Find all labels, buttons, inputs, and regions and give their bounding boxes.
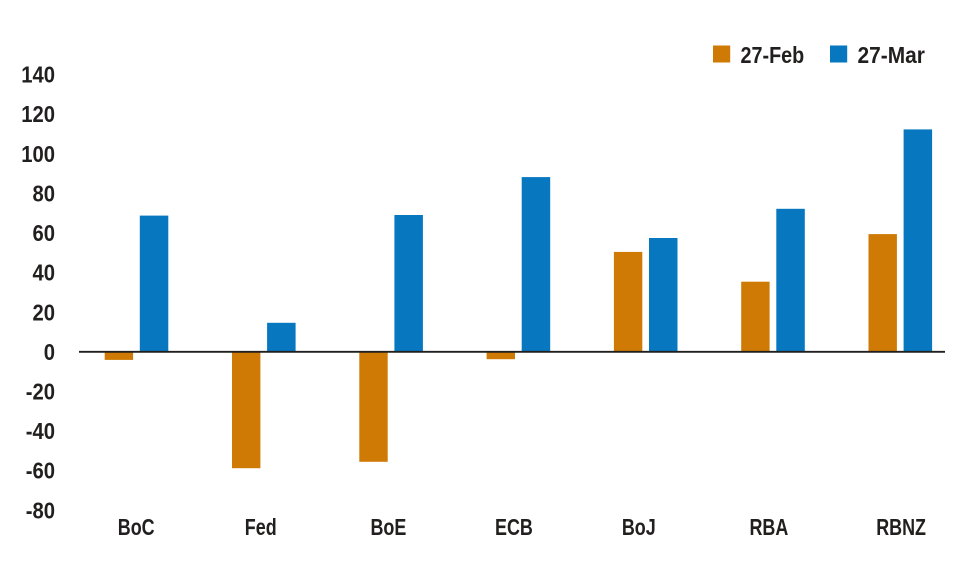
svg-text:-40: -40 bbox=[26, 418, 55, 445]
svg-text:-20: -20 bbox=[26, 378, 55, 405]
svg-text:20: 20 bbox=[32, 299, 55, 326]
svg-text:40: 40 bbox=[32, 259, 55, 286]
svg-text:60: 60 bbox=[32, 220, 55, 247]
svg-text:27-Feb: 27-Feb bbox=[741, 43, 805, 69]
svg-text:BoJ: BoJ bbox=[622, 515, 656, 541]
svg-text:120: 120 bbox=[21, 101, 55, 128]
svg-text:100: 100 bbox=[21, 141, 55, 168]
svg-text:140: 140 bbox=[21, 61, 55, 88]
svg-text:27-Mar: 27-Mar bbox=[858, 42, 926, 68]
svg-text:0: 0 bbox=[44, 339, 55, 366]
svg-text:RBNZ: RBNZ bbox=[876, 515, 926, 541]
svg-text:BoC: BoC bbox=[118, 515, 155, 541]
svg-text:80: 80 bbox=[32, 180, 55, 207]
svg-text:-60: -60 bbox=[26, 457, 55, 484]
svg-text:Fed: Fed bbox=[245, 515, 277, 541]
svg-text:BoE: BoE bbox=[370, 515, 406, 541]
svg-text:ECB: ECB bbox=[495, 515, 533, 541]
svg-text:RBA: RBA bbox=[749, 515, 788, 541]
svg-text:-80: -80 bbox=[26, 497, 55, 524]
